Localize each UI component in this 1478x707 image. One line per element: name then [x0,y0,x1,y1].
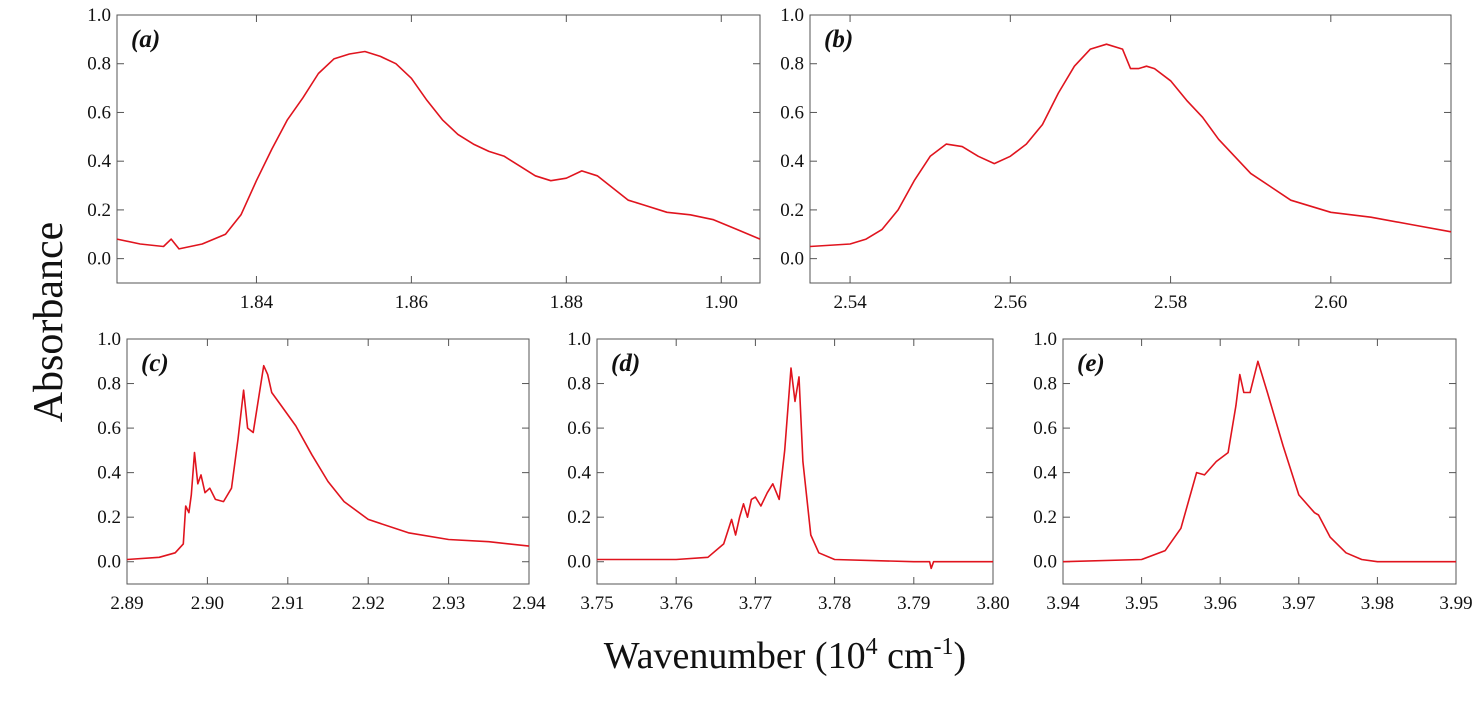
panel-b-xtick-label: 2.60 [1314,292,1347,313]
panel-e-series-line [1062,360,1456,563]
panel-e-ytick-label: 0.8 [1033,374,1057,395]
panel-e-ytick-label: 0.0 [1033,552,1057,573]
panel-c-xtick-label: 2.93 [432,593,465,614]
panel-a-ytick-label: 0.4 [87,151,111,172]
panel-c-frame [126,338,530,585]
panel-d-xtick-label: 3.76 [660,593,693,614]
panel-a-xtick-label: 1.88 [550,292,583,313]
panel-b-xtick-label: 2.56 [994,292,1027,313]
panel-d-frame [596,338,994,585]
panel-e-label: (e) [1077,350,1105,377]
panel-a-xtick-label: 1.86 [395,292,428,313]
panel-e-frame [1062,338,1457,585]
panel-d-ytick-label: 0.8 [567,374,591,395]
panel-a-series-line [116,50,761,250]
panel-a-ytick-label: 0.0 [87,249,111,270]
panel-b-ytick-label: 0.8 [780,54,804,75]
panel-c-ytick-label: 0.6 [97,418,121,439]
panel-b-ytick-label: 1.0 [780,5,804,26]
panel-a-xtick-label: 1.90 [705,292,738,313]
x-axis-title-unit: cm [878,635,934,677]
panel-c-label: (c) [141,350,169,377]
y-axis-title: Absorbance [26,222,72,423]
panel-b: 0.0 0.2 0.4 0.6 0.8 1.0 2.54 2.56 2.58 2.60 (b) [780,5,1452,313]
panel-c-xtick-label: 2.90 [191,593,224,614]
x-axis-title-main: Wavenumber (10 [604,635,866,677]
panel-a-frame [116,14,761,284]
panel-b-ytick-label: 0.0 [780,249,804,270]
panel-c: 0.0 0.2 0.4 0.6 0.8 1.0 2.89 2.90 2.91 2.92 2.93 2.… [97,329,546,614]
panel-c-xtick-label: 2.92 [352,593,385,614]
panel-c-ytick-label: 0.0 [97,552,121,573]
panel-a-ytick-label: 0.6 [87,102,111,123]
panel-b-label: (b) [824,26,853,53]
panel-d-ytick-label: 0.0 [567,552,591,573]
panel-e-ytick-label: 0.6 [1033,418,1057,439]
panel-d-xtick-label: 3.75 [580,593,613,614]
panel-e-xtick-label: 3.97 [1282,593,1315,614]
panel-b-ytick-label: 0.2 [780,200,804,221]
panel-e: 0.0 0.2 0.4 0.6 0.8 1.0 3.94 3.95 3.96 3.97 3.98 3.… [1033,329,1472,614]
panel-b-xtick-label: 2.58 [1154,292,1187,313]
panel-c-xtick-label: 2.89 [110,593,143,614]
panel-b-frame [809,14,1452,284]
panel-d-xtick-label: 3.78 [818,593,851,614]
panel-d-xtick-label: 3.80 [976,593,1009,614]
panel-e-ytick-label: 0.2 [1033,507,1057,528]
x-axis-title: Wavenumber (104 cm-1) [604,634,966,677]
panel-a: 0.0 0.2 0.4 0.6 0.8 1.0 1.84 1.86 1.88 1.90 (a) [87,5,761,313]
panel-d: 0.0 0.2 0.4 0.6 0.8 1.0 3.75 3.76 3.77 3.78 3.79 3.… [567,329,1009,614]
panel-e-xtick-label: 3.98 [1361,593,1394,614]
x-axis-title-close: ) [954,635,967,677]
panel-a-label: (a) [131,26,160,53]
panels: 0.00.20.40.60.81.01.84 1.86 1.88 1.90(a)0.0… [87,5,1472,614]
panel-e-ytick-label: 1.0 [1033,329,1057,350]
panel-e-xtick-label: 3.99 [1439,593,1472,614]
panel-c-ytick-label: 0.8 [97,374,121,395]
panel-c-xtick-label: 2.94 [512,593,546,614]
x-axis-title-exponent: 4 [866,634,878,660]
panel-b-xtick-label: 2.54 [833,292,867,313]
panel-d-xtick-label: 3.77 [739,593,772,614]
panel-e-xtick-label: 3.96 [1204,593,1237,614]
panel-a-ytick-label: 1.0 [87,5,111,26]
panel-d-label: (d) [611,350,640,377]
x-axis-title-unit-exponent: -1 [934,634,954,660]
panel-d-ytick-label: 0.4 [567,463,591,484]
panel-c-ytick-label: 1.0 [97,329,121,350]
panel-c-ytick-label: 0.4 [97,463,121,484]
panel-b-series-line [809,43,1452,248]
panel-e-xtick-label: 3.94 [1046,593,1080,614]
panel-d-ytick-label: 0.6 [567,418,591,439]
panel-a-ytick-label: 0.8 [87,54,111,75]
panel-e-xtick-label: 3.95 [1125,593,1158,614]
panel-a-ytick-label: 0.2 [87,200,111,221]
panel-d-ytick-label: 0.2 [567,507,591,528]
panel-b-ytick-label: 0.4 [780,151,804,172]
panel-c-series-line [126,364,530,561]
panel-d-series-line [597,367,993,570]
panel-b-ytick-label: 0.6 [780,102,804,123]
panel-c-xtick-label: 2.91 [271,593,304,614]
panel-d-ytick-label: 1.0 [567,329,591,350]
panel-c-ytick-label: 0.2 [97,507,121,528]
panel-a-xtick-label: 1.84 [240,292,274,313]
panel-d-xtick-label: 3.79 [897,593,930,614]
panel-e-ytick-label: 0.4 [1033,463,1057,484]
